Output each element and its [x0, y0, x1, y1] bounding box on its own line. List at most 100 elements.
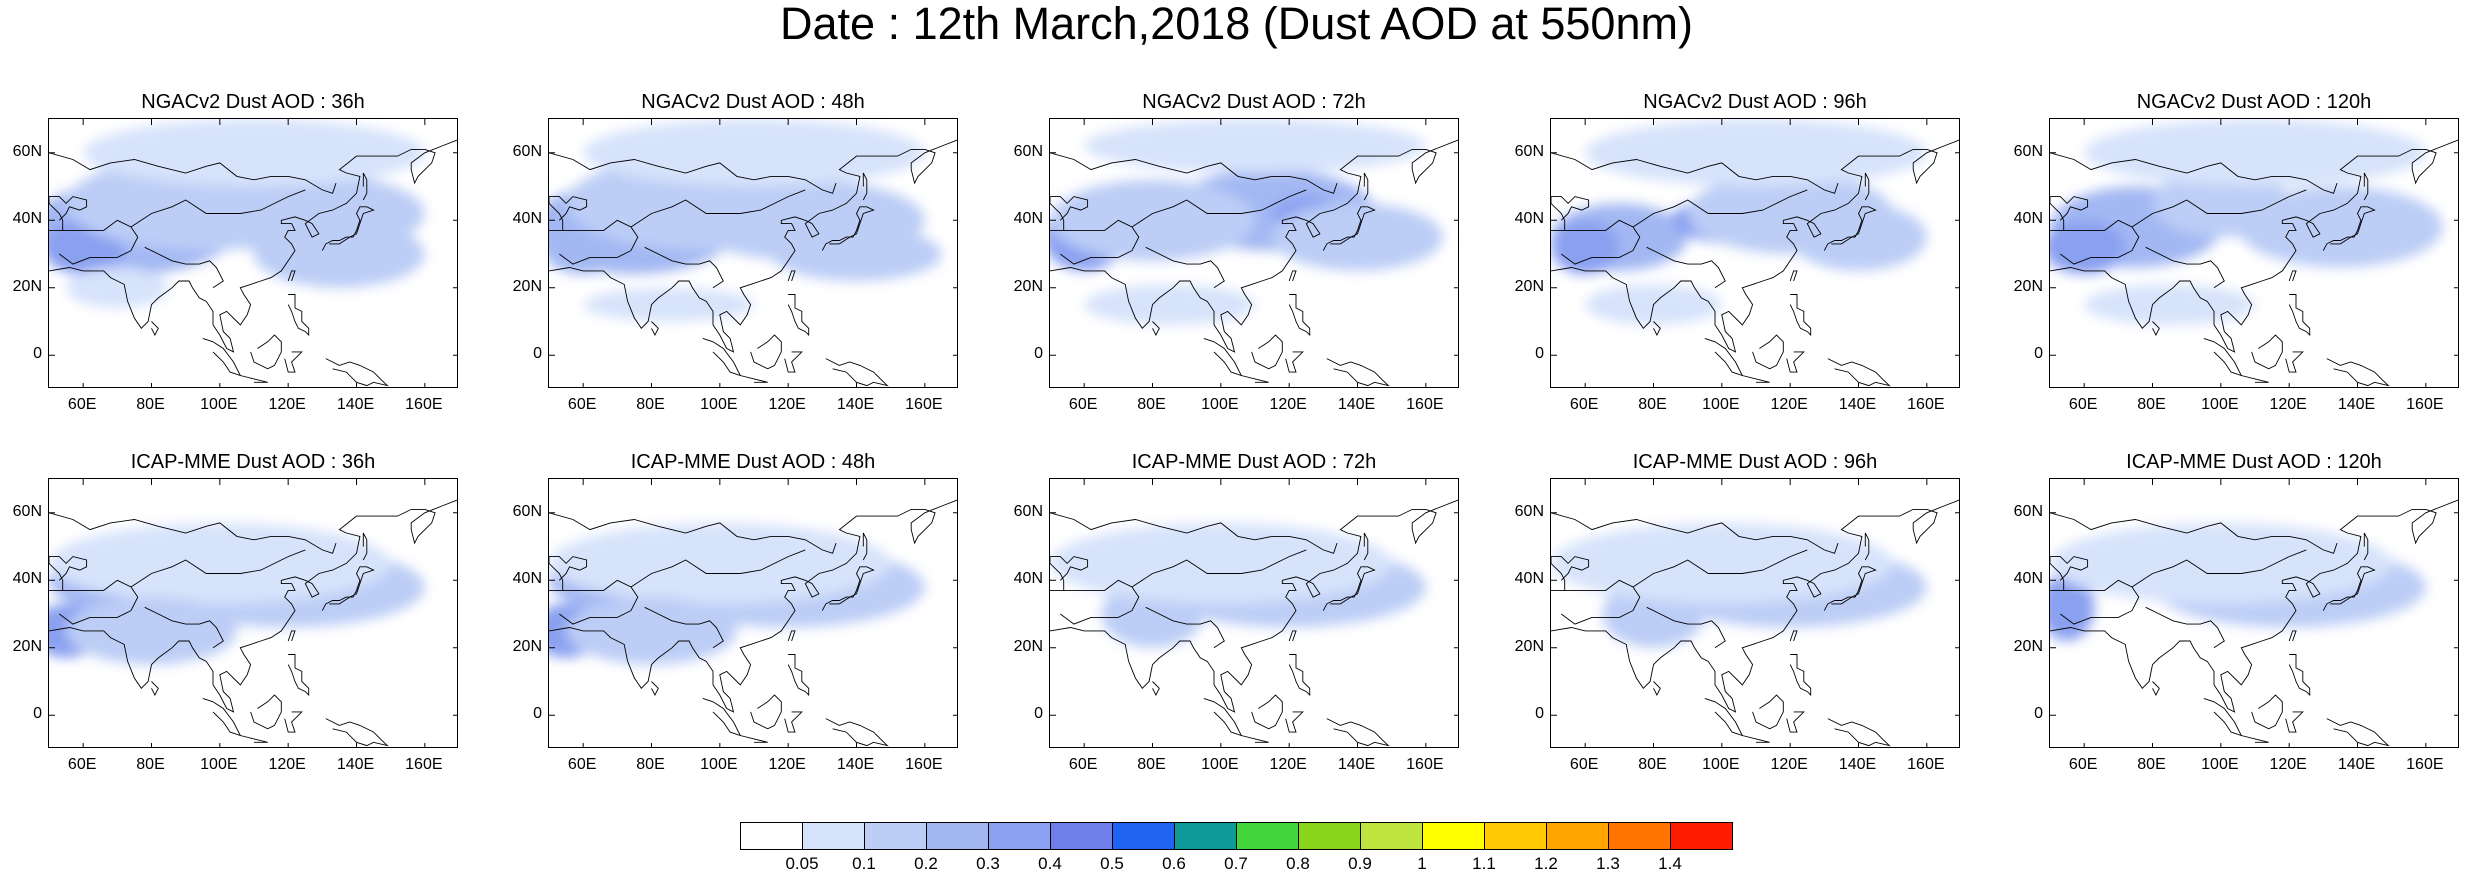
- colorbar-label: 1.1: [1472, 854, 1496, 873]
- dust-map: [1050, 119, 1458, 387]
- coastline: [1050, 512, 1338, 554]
- map-panel: ICAP-MME Dust AOD : 48h 0 20N 40N 60N 60E 80E 1…: [513, 450, 958, 790]
- coastline: [862, 532, 868, 561]
- dust-map: [1050, 479, 1458, 747]
- colorbar-label: 1.3: [1596, 854, 1620, 873]
- coastline: [287, 294, 310, 337]
- colorbar-box: [1608, 822, 1671, 850]
- longitude-label: 140E: [1838, 756, 1877, 773]
- longitude-label: 120E: [1770, 756, 1808, 773]
- colorbar-box: [988, 822, 1051, 850]
- coastline: [1050, 556, 1089, 591]
- coastline: [1827, 358, 1891, 387]
- longitude-label: 60E: [1068, 396, 1098, 413]
- dust-aod-blob: [1084, 119, 1426, 173]
- longitude-label: 60E: [567, 396, 597, 413]
- colorbar-box: [1112, 822, 1175, 850]
- coastline: [144, 606, 224, 649]
- coastline: [1251, 694, 1283, 730]
- map-panel: NGACv2 Dust AOD : 48h 0 20N 40N 60N 60E 80E 100…: [513, 90, 958, 430]
- latitude-label: 40N: [512, 570, 542, 588]
- colorbar-box: [740, 822, 803, 850]
- coastline: [2285, 351, 2304, 373]
- coastline: [49, 139, 457, 353]
- colorbar-label: 0.2: [914, 854, 938, 873]
- longitude-label: 80E: [1638, 396, 1667, 413]
- colorbar-box: [802, 822, 865, 850]
- longitude-label: 160E: [2406, 396, 2444, 413]
- coastline: [644, 246, 724, 289]
- panel-title: ICAP-MME Dust AOD : 120h: [2126, 451, 2382, 473]
- coastline: [2251, 334, 2283, 370]
- latitude-label: 40N: [512, 210, 542, 228]
- coastline: [2363, 532, 2369, 561]
- coastline: [549, 196, 588, 231]
- coastline: [1551, 152, 1839, 194]
- coastline: [2060, 579, 2140, 625]
- panel-title: NGACv2 Dust AOD : 36h: [141, 91, 365, 113]
- longitude-label: 120E: [1269, 396, 1307, 413]
- dust-aod-blob: [1272, 203, 1443, 271]
- latitude-label: 0: [533, 705, 542, 723]
- coastline: [1363, 172, 1369, 201]
- dust-map: [549, 119, 957, 387]
- dust-map: [1551, 119, 1959, 387]
- longitude-label: 100E: [700, 756, 738, 773]
- longitude-label: 100E: [1201, 756, 1239, 773]
- map-panel: ICAP-MME Dust AOD : 120h 0 20N 40N 60N 60E 80E…: [2014, 450, 2459, 790]
- dust-map: [1551, 479, 1959, 747]
- colorbar-box: [1174, 822, 1237, 850]
- coastline: [1322, 566, 1376, 611]
- coastline: [2145, 606, 2225, 649]
- coastline: [1285, 711, 1304, 733]
- longitude-label: 120E: [768, 756, 806, 773]
- coastline: [2241, 375, 2269, 383]
- coastline: [287, 270, 296, 282]
- coastline: [2203, 697, 2243, 737]
- dust-map: [549, 479, 957, 747]
- coastline: [1752, 694, 1784, 730]
- longitude-label: 160E: [1907, 756, 1945, 773]
- longitude-label: 160E: [1406, 756, 1444, 773]
- longitude-label: 100E: [200, 756, 238, 773]
- coastline: [787, 654, 810, 697]
- coastline: [1786, 711, 1805, 733]
- coastline: [559, 579, 639, 625]
- longitude-label: 100E: [2201, 756, 2239, 773]
- dust-aod-blob: [2237, 186, 2443, 268]
- coastline: [1864, 532, 1870, 561]
- longitude-label: 80E: [636, 396, 665, 413]
- coastline: [1322, 206, 1376, 251]
- coastline: [2050, 196, 2089, 231]
- coastline: [144, 246, 224, 289]
- coastline: [559, 219, 639, 265]
- longitude-label: 60E: [1068, 756, 1098, 773]
- longitude-label: 60E: [567, 756, 597, 773]
- coastline: [1653, 681, 1661, 696]
- latitude-label: 60N: [1013, 502, 1043, 520]
- coastline: [1704, 697, 1744, 737]
- colorbar-label: 0.9: [1348, 854, 1372, 873]
- coastline: [1864, 172, 1870, 201]
- coastline: [2322, 566, 2376, 611]
- longitude-label: 120E: [768, 396, 806, 413]
- coastline: [1152, 321, 1160, 336]
- coastline: [2050, 556, 2089, 591]
- dust-aod-blob: [583, 119, 925, 187]
- latitude-label: 20N: [12, 277, 42, 295]
- coastline: [825, 718, 889, 747]
- coastline: [549, 499, 957, 713]
- colorbar-box: [1236, 822, 1299, 850]
- longitude-label: 60E: [2068, 756, 2098, 773]
- longitude-label: 80E: [136, 396, 165, 413]
- colorbar-box: [1422, 822, 1485, 850]
- panel-title: ICAP-MME Dust AOD : 96h: [1632, 451, 1878, 473]
- latitude-label: 60N: [512, 142, 542, 160]
- map-panel: NGACv2 Dust AOD : 72h 0 20N 40N 60N 60E 80E 100…: [1014, 90, 1459, 430]
- coastline: [821, 566, 875, 611]
- longitude-label: 120E: [1269, 756, 1307, 773]
- latitude-label: 60N: [12, 502, 42, 520]
- coastline: [702, 337, 742, 377]
- latitude-label: 0: [2034, 345, 2043, 363]
- panel-title: NGACv2 Dust AOD : 48h: [641, 91, 865, 113]
